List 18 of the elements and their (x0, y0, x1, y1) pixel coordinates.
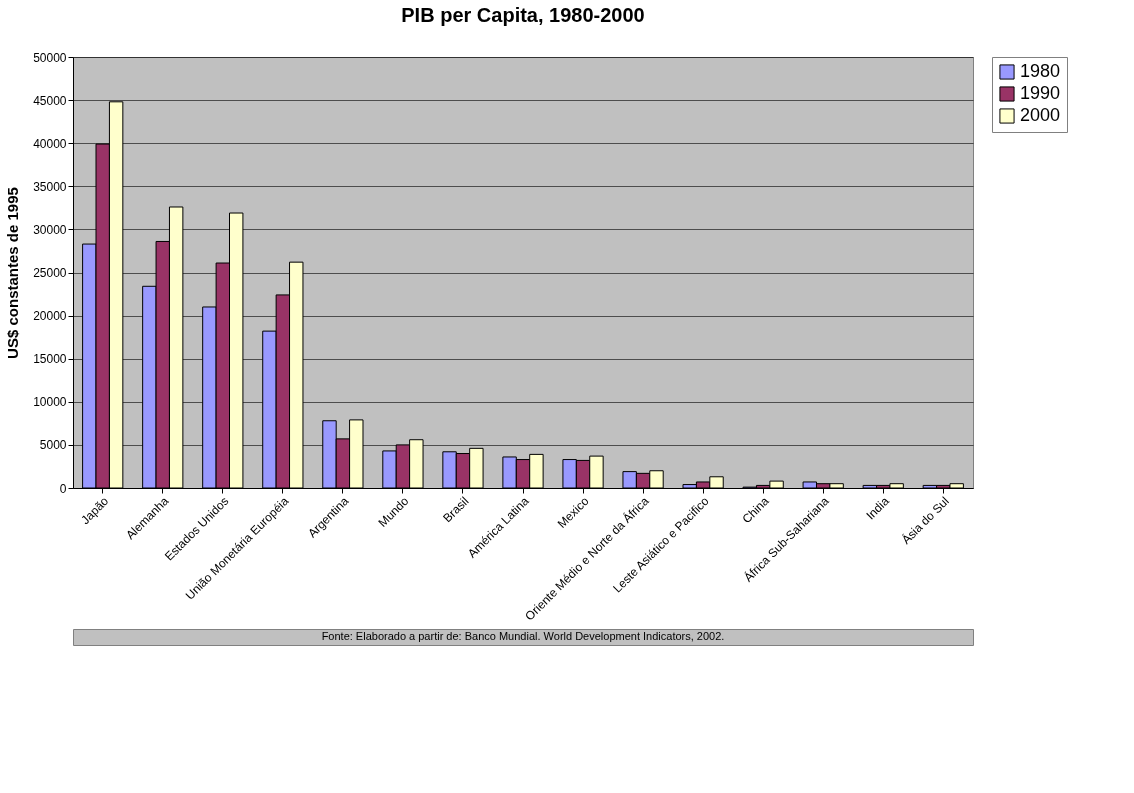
y-tick-label: 40000 (33, 136, 67, 151)
y-tick-label: 50000 (33, 50, 67, 65)
legend-label: 1980 (1020, 61, 1061, 81)
legend-label: 1990 (1020, 83, 1061, 103)
y-tick-label: 20000 (33, 309, 67, 324)
source-note: Fonte: Elaborado a partir de: Banco Mundial. World Development Indicators, 2002. (321, 630, 725, 642)
legend-label: 2000 (1020, 105, 1061, 125)
y-tick-label: 25000 (33, 266, 67, 280)
x-tick-label: Ásia do Sul (898, 493, 952, 547)
y-tick-label: 10000 (33, 395, 67, 410)
y-tick-label: 30000 (33, 222, 67, 237)
y-tick-label: 0 (59, 481, 67, 496)
y-tick-label: 5000 (39, 438, 67, 453)
y-tick-label: 35000 (33, 179, 67, 194)
y-axis-title: US$ constantes de 1995 (4, 187, 22, 359)
chart-title: PIB per Capita, 1980-2000 (401, 4, 645, 26)
y-tick-label: 45000 (33, 93, 67, 108)
y-tick-label: 15000 (33, 352, 67, 367)
